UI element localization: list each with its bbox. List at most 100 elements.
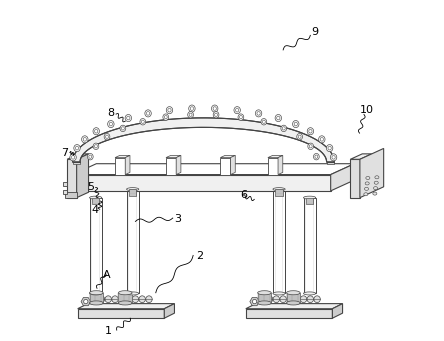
Text: 1: 1: [105, 326, 112, 336]
Polygon shape: [246, 303, 343, 309]
Polygon shape: [65, 192, 77, 198]
Polygon shape: [78, 303, 174, 309]
Ellipse shape: [277, 116, 280, 120]
Polygon shape: [125, 155, 130, 175]
Ellipse shape: [366, 176, 370, 179]
Polygon shape: [63, 182, 67, 186]
Ellipse shape: [304, 196, 316, 199]
Ellipse shape: [104, 133, 110, 140]
Ellipse shape: [70, 154, 76, 161]
Polygon shape: [176, 155, 181, 175]
Ellipse shape: [105, 296, 111, 302]
Text: 3: 3: [174, 214, 181, 224]
Ellipse shape: [145, 110, 151, 117]
Ellipse shape: [275, 115, 281, 122]
Ellipse shape: [365, 182, 369, 185]
Ellipse shape: [127, 116, 130, 120]
Polygon shape: [115, 158, 125, 175]
Ellipse shape: [280, 296, 286, 302]
Ellipse shape: [107, 120, 114, 128]
Ellipse shape: [106, 135, 108, 138]
Ellipse shape: [297, 133, 302, 140]
Polygon shape: [230, 155, 235, 175]
Polygon shape: [327, 161, 334, 164]
Ellipse shape: [364, 193, 368, 196]
Polygon shape: [72, 175, 331, 191]
Ellipse shape: [146, 296, 152, 302]
Polygon shape: [360, 148, 384, 198]
Ellipse shape: [236, 108, 239, 112]
Ellipse shape: [373, 187, 377, 190]
Ellipse shape: [166, 107, 173, 114]
Polygon shape: [115, 155, 130, 158]
Ellipse shape: [293, 296, 300, 302]
Polygon shape: [72, 118, 334, 162]
Ellipse shape: [95, 145, 97, 148]
Polygon shape: [63, 190, 67, 194]
Ellipse shape: [90, 291, 103, 295]
Ellipse shape: [119, 301, 132, 305]
Ellipse shape: [93, 143, 99, 150]
Ellipse shape: [304, 292, 316, 295]
Ellipse shape: [286, 301, 300, 305]
Ellipse shape: [188, 112, 194, 118]
Ellipse shape: [119, 296, 125, 302]
Polygon shape: [78, 309, 164, 318]
Ellipse shape: [98, 296, 105, 302]
Ellipse shape: [309, 145, 312, 148]
Ellipse shape: [373, 192, 377, 195]
Ellipse shape: [261, 119, 267, 125]
Ellipse shape: [238, 114, 244, 120]
Ellipse shape: [374, 181, 378, 184]
Ellipse shape: [93, 128, 99, 135]
Ellipse shape: [109, 122, 112, 126]
Text: A: A: [103, 270, 111, 280]
Ellipse shape: [273, 296, 280, 302]
Ellipse shape: [164, 116, 167, 119]
Ellipse shape: [71, 155, 75, 159]
Polygon shape: [306, 198, 313, 205]
Text: 8: 8: [107, 108, 114, 118]
Ellipse shape: [213, 112, 219, 118]
Ellipse shape: [82, 136, 88, 143]
Ellipse shape: [168, 108, 171, 112]
Ellipse shape: [139, 296, 146, 302]
Polygon shape: [278, 155, 283, 175]
Polygon shape: [220, 158, 230, 175]
Polygon shape: [273, 189, 285, 294]
Ellipse shape: [266, 296, 273, 302]
Ellipse shape: [260, 296, 266, 302]
Polygon shape: [92, 198, 99, 205]
Polygon shape: [258, 293, 271, 303]
Ellipse shape: [273, 188, 285, 191]
Ellipse shape: [319, 136, 325, 143]
Polygon shape: [220, 155, 235, 158]
Ellipse shape: [141, 120, 144, 123]
Ellipse shape: [300, 296, 307, 302]
Ellipse shape: [211, 105, 218, 112]
Ellipse shape: [365, 187, 369, 190]
Ellipse shape: [90, 292, 102, 295]
Ellipse shape: [326, 145, 333, 152]
Ellipse shape: [132, 296, 139, 302]
Ellipse shape: [75, 146, 79, 150]
Text: 5: 5: [87, 182, 94, 192]
Polygon shape: [333, 303, 343, 318]
Ellipse shape: [273, 292, 285, 295]
Polygon shape: [67, 154, 88, 159]
Polygon shape: [81, 297, 91, 306]
Polygon shape: [129, 189, 136, 196]
Polygon shape: [72, 164, 354, 175]
Ellipse shape: [83, 137, 87, 141]
Ellipse shape: [262, 120, 265, 123]
Polygon shape: [304, 198, 316, 294]
Polygon shape: [77, 154, 88, 198]
Ellipse shape: [314, 296, 320, 302]
Polygon shape: [119, 293, 132, 303]
Ellipse shape: [90, 301, 103, 305]
Text: 10: 10: [359, 105, 373, 115]
Ellipse shape: [307, 128, 313, 135]
Ellipse shape: [213, 107, 216, 110]
Ellipse shape: [120, 125, 126, 132]
Text: 2: 2: [196, 251, 203, 261]
